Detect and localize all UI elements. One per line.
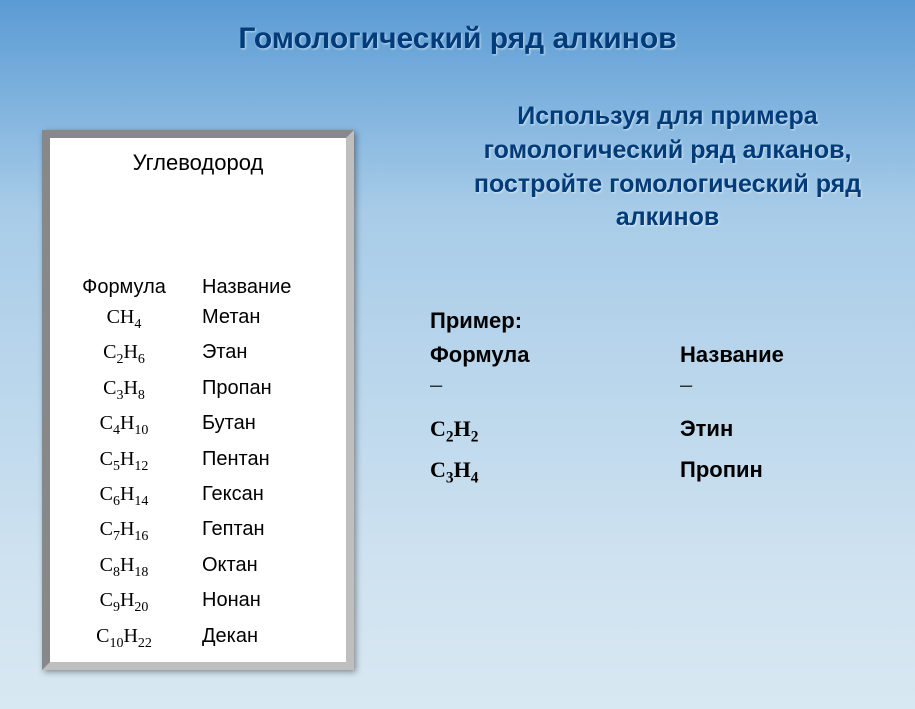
name-cell: Нонан: [198, 584, 346, 619]
table-row: C9H20Нонан: [50, 584, 346, 619]
example-label: Пример:: [430, 308, 784, 334]
panel-heading: Углеводород: [50, 150, 346, 176]
dash-formula: –: [430, 372, 680, 398]
example-formula: C3H4: [430, 451, 680, 492]
col-name-header: Название: [198, 276, 346, 299]
page-title: Гомологический ряд алкинов: [0, 0, 915, 56]
example-col-name: Название: [680, 342, 784, 368]
example-block: Пример: Формула Название – – C2H2ЭтинC3H…: [430, 308, 784, 491]
formula-cell: C2H6: [50, 336, 198, 371]
formula-cell: C10H22: [50, 620, 198, 655]
example-name: Пропин: [680, 451, 763, 492]
table-row: C4H10Бутан: [50, 407, 346, 442]
table-row: C10H22Декан: [50, 620, 346, 655]
name-cell: Октан: [198, 549, 346, 584]
example-name: Этин: [680, 410, 733, 451]
table-row: C6H14Гексан: [50, 478, 346, 513]
table-row: C5H12Пентан: [50, 443, 346, 478]
instruction-text: Используя для примера гомологический ряд…: [430, 100, 905, 235]
name-cell: Пропан: [198, 372, 346, 407]
name-cell: Пентан: [198, 443, 346, 478]
col-formula-header: Формула: [50, 276, 198, 299]
name-cell: Гептан: [198, 513, 346, 548]
table-row: C7H16Гептан: [50, 513, 346, 548]
example-col-formula: Формула: [430, 342, 680, 368]
formula-cell: CH4: [50, 301, 198, 336]
example-dash-row: – –: [430, 372, 784, 398]
name-cell: Бутан: [198, 407, 346, 442]
alkane-table: Формула Название CH4МетанC2H6ЭтанC3H8Про…: [50, 276, 346, 655]
table-row: CH4Метан: [50, 301, 346, 336]
name-cell: Декан: [198, 620, 346, 655]
example-header: Формула Название: [430, 342, 784, 368]
hydrocarbon-panel: Углеводород Формула Название CH4МетанC2H…: [42, 130, 354, 670]
name-cell: Метан: [198, 301, 346, 336]
example-row: C3H4Пропин: [430, 451, 784, 492]
table-row: C3H8Пропан: [50, 372, 346, 407]
table-row: C2H6Этан: [50, 336, 346, 371]
table-row: C8H18Октан: [50, 549, 346, 584]
table-header: Формула Название: [50, 276, 346, 299]
formula-cell: C3H8: [50, 372, 198, 407]
example-formula: C2H2: [430, 410, 680, 451]
dash-name: –: [680, 372, 692, 398]
formula-cell: C6H14: [50, 478, 198, 513]
formula-cell: C4H10: [50, 407, 198, 442]
formula-cell: C5H12: [50, 443, 198, 478]
formula-cell: C8H18: [50, 549, 198, 584]
formula-cell: C9H20: [50, 584, 198, 619]
example-row: C2H2Этин: [430, 410, 784, 451]
name-cell: Этан: [198, 336, 346, 371]
name-cell: Гексан: [198, 478, 346, 513]
formula-cell: C7H16: [50, 513, 198, 548]
